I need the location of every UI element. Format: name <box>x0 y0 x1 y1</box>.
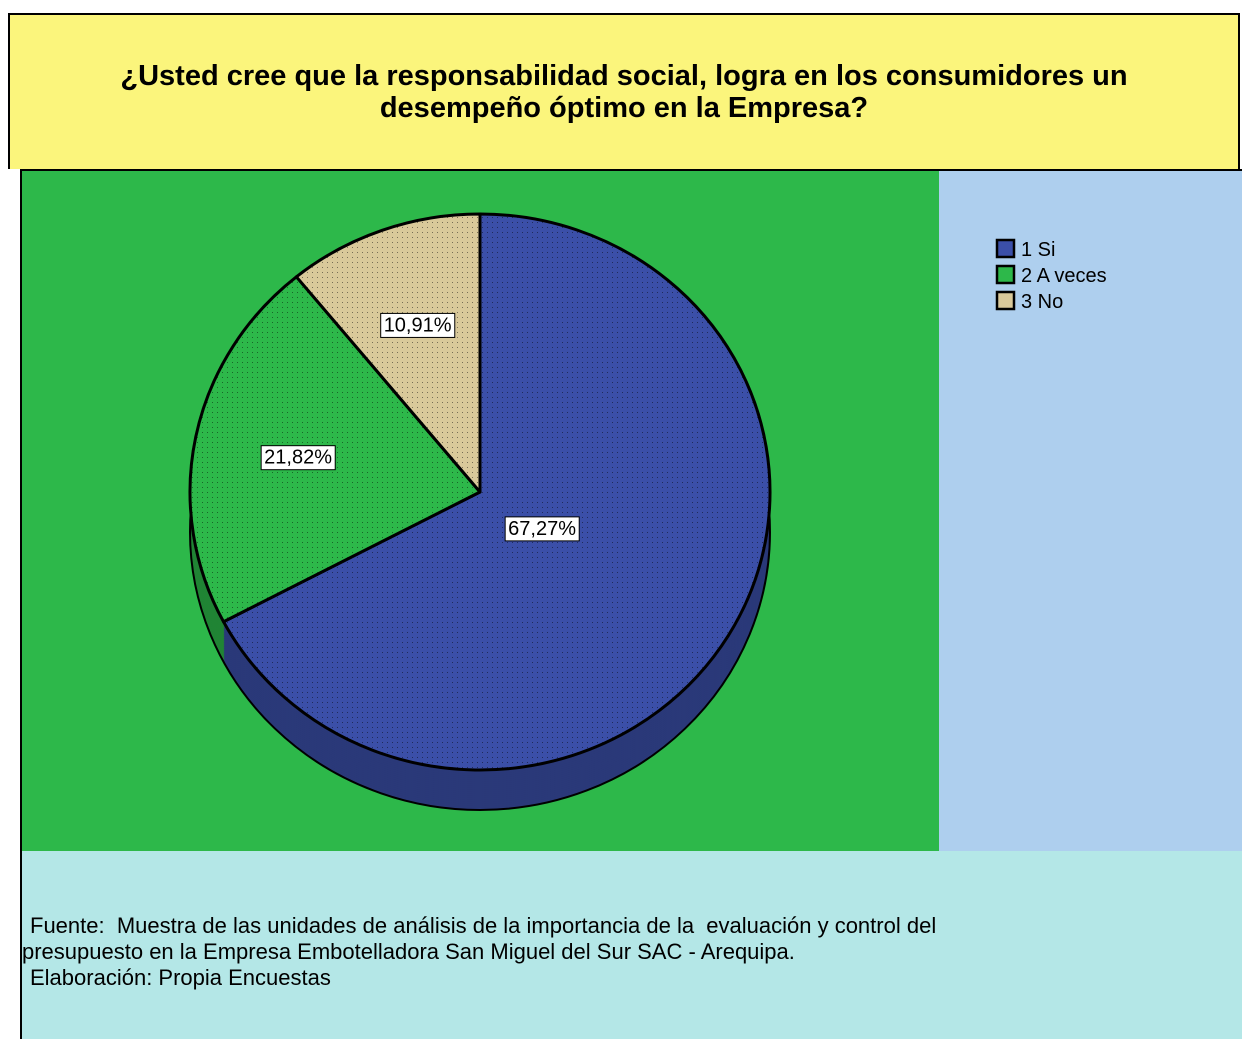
footer: Fuente: Muestra de las unidades de análi… <box>20 851 1242 1039</box>
slice-texture <box>296 214 480 492</box>
legend-area <box>939 169 1242 853</box>
legend-label: 1 Si <box>1021 239 1055 261</box>
legend-label: 3 No <box>1021 291 1063 313</box>
legend-label: 2 A veces <box>1021 265 1107 287</box>
data-label-box <box>504 516 580 542</box>
source-line: Fuente: Muestra de las unidades de análi… <box>30 913 937 938</box>
data-label-group: 21,82% <box>260 445 336 471</box>
legend-swatch <box>995 290 1016 311</box>
source-line: Elaboración: Propia Encuestas <box>30 965 331 990</box>
data-label-box <box>260 445 336 471</box>
chart-title: ¿Usted cree que la responsabilidad socia… <box>8 13 1240 169</box>
legend-swatch <box>995 238 1016 259</box>
data-label: 10,91% <box>384 314 452 336</box>
source-line: presupuesto en la Empresa Embotelladora … <box>22 939 795 964</box>
data-label-group: 67,27% <box>504 516 580 542</box>
slice-texture <box>223 214 770 770</box>
legend-swatch <box>995 264 1016 285</box>
data-label: 21,82% <box>264 447 332 469</box>
data-label-group: 10,91% <box>380 312 456 338</box>
data-label-box <box>380 312 456 338</box>
data-label: 67,27% <box>508 518 576 540</box>
